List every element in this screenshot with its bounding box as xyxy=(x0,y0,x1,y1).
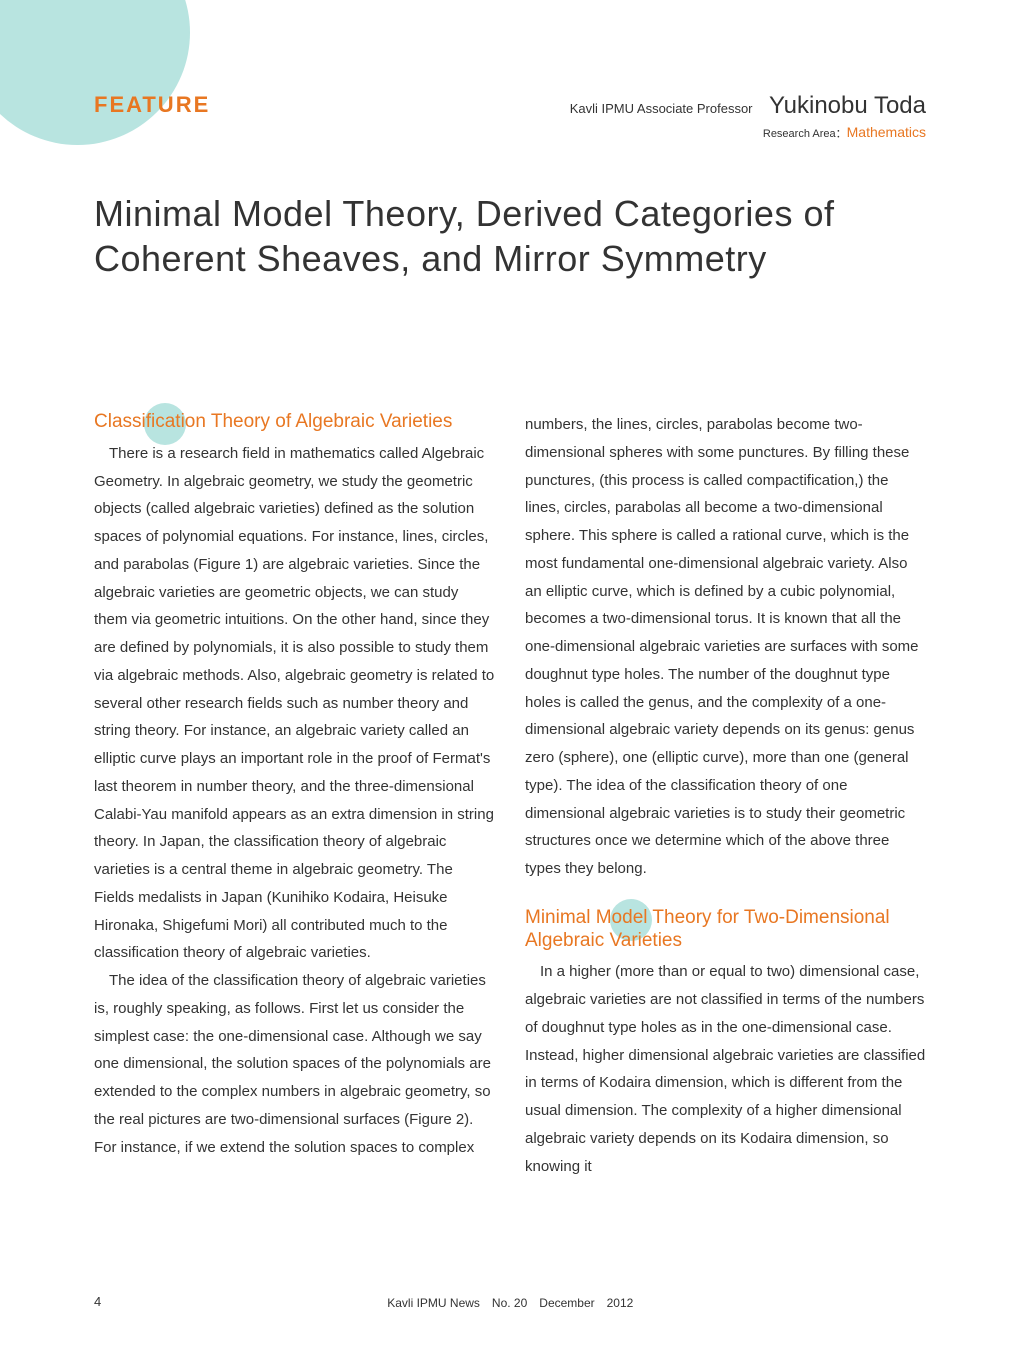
author-name: Yukinobu Toda xyxy=(769,92,926,119)
author-title: Kavli IPMU Associate Professor xyxy=(570,101,753,116)
author-line: Kavli IPMU Associate Professor Yukinobu … xyxy=(570,92,926,120)
footer-publication: Kavli IPMU News No. 20 December 2012 xyxy=(101,1294,919,1311)
section-heading-classification: Classification Theory of Algebraic Varie… xyxy=(94,411,495,434)
feature-label: FEATURE xyxy=(94,92,210,118)
page-number: 4 xyxy=(94,1294,101,1311)
body-paragraph: There is a research field in mathematics… xyxy=(94,440,495,967)
page-footer: 4 Kavli IPMU News No. 20 December 2012 xyxy=(94,1294,926,1311)
section-heading-text: Classification Theory of Algebraic Varie… xyxy=(94,411,452,432)
section-heading-minimal-model: Minimal Model Theory for Two-Dimensional… xyxy=(525,907,926,953)
author-block: Kavli IPMU Associate Professor Yukinobu … xyxy=(570,92,926,141)
body-text-columns: Classification Theory of Algebraic Varie… xyxy=(94,411,926,1180)
research-area-value: Mathematics xyxy=(847,124,926,140)
section-heading-text: Minimal Model Theory for Two-Dimensional… xyxy=(525,907,890,951)
research-area-label: Research Area： xyxy=(763,128,847,140)
research-area-line: Research Area：Mathematics xyxy=(570,124,926,141)
article-title: Minimal Model Theory, Derived Categories… xyxy=(94,191,926,281)
page-content: FEATURE Kavli IPMU Associate Professor Y… xyxy=(0,0,1020,1180)
body-paragraph: In a higher (more than or equal to two) … xyxy=(525,958,926,1180)
footer-spacer xyxy=(919,1294,926,1311)
header-row: FEATURE Kavli IPMU Associate Professor Y… xyxy=(94,92,926,141)
